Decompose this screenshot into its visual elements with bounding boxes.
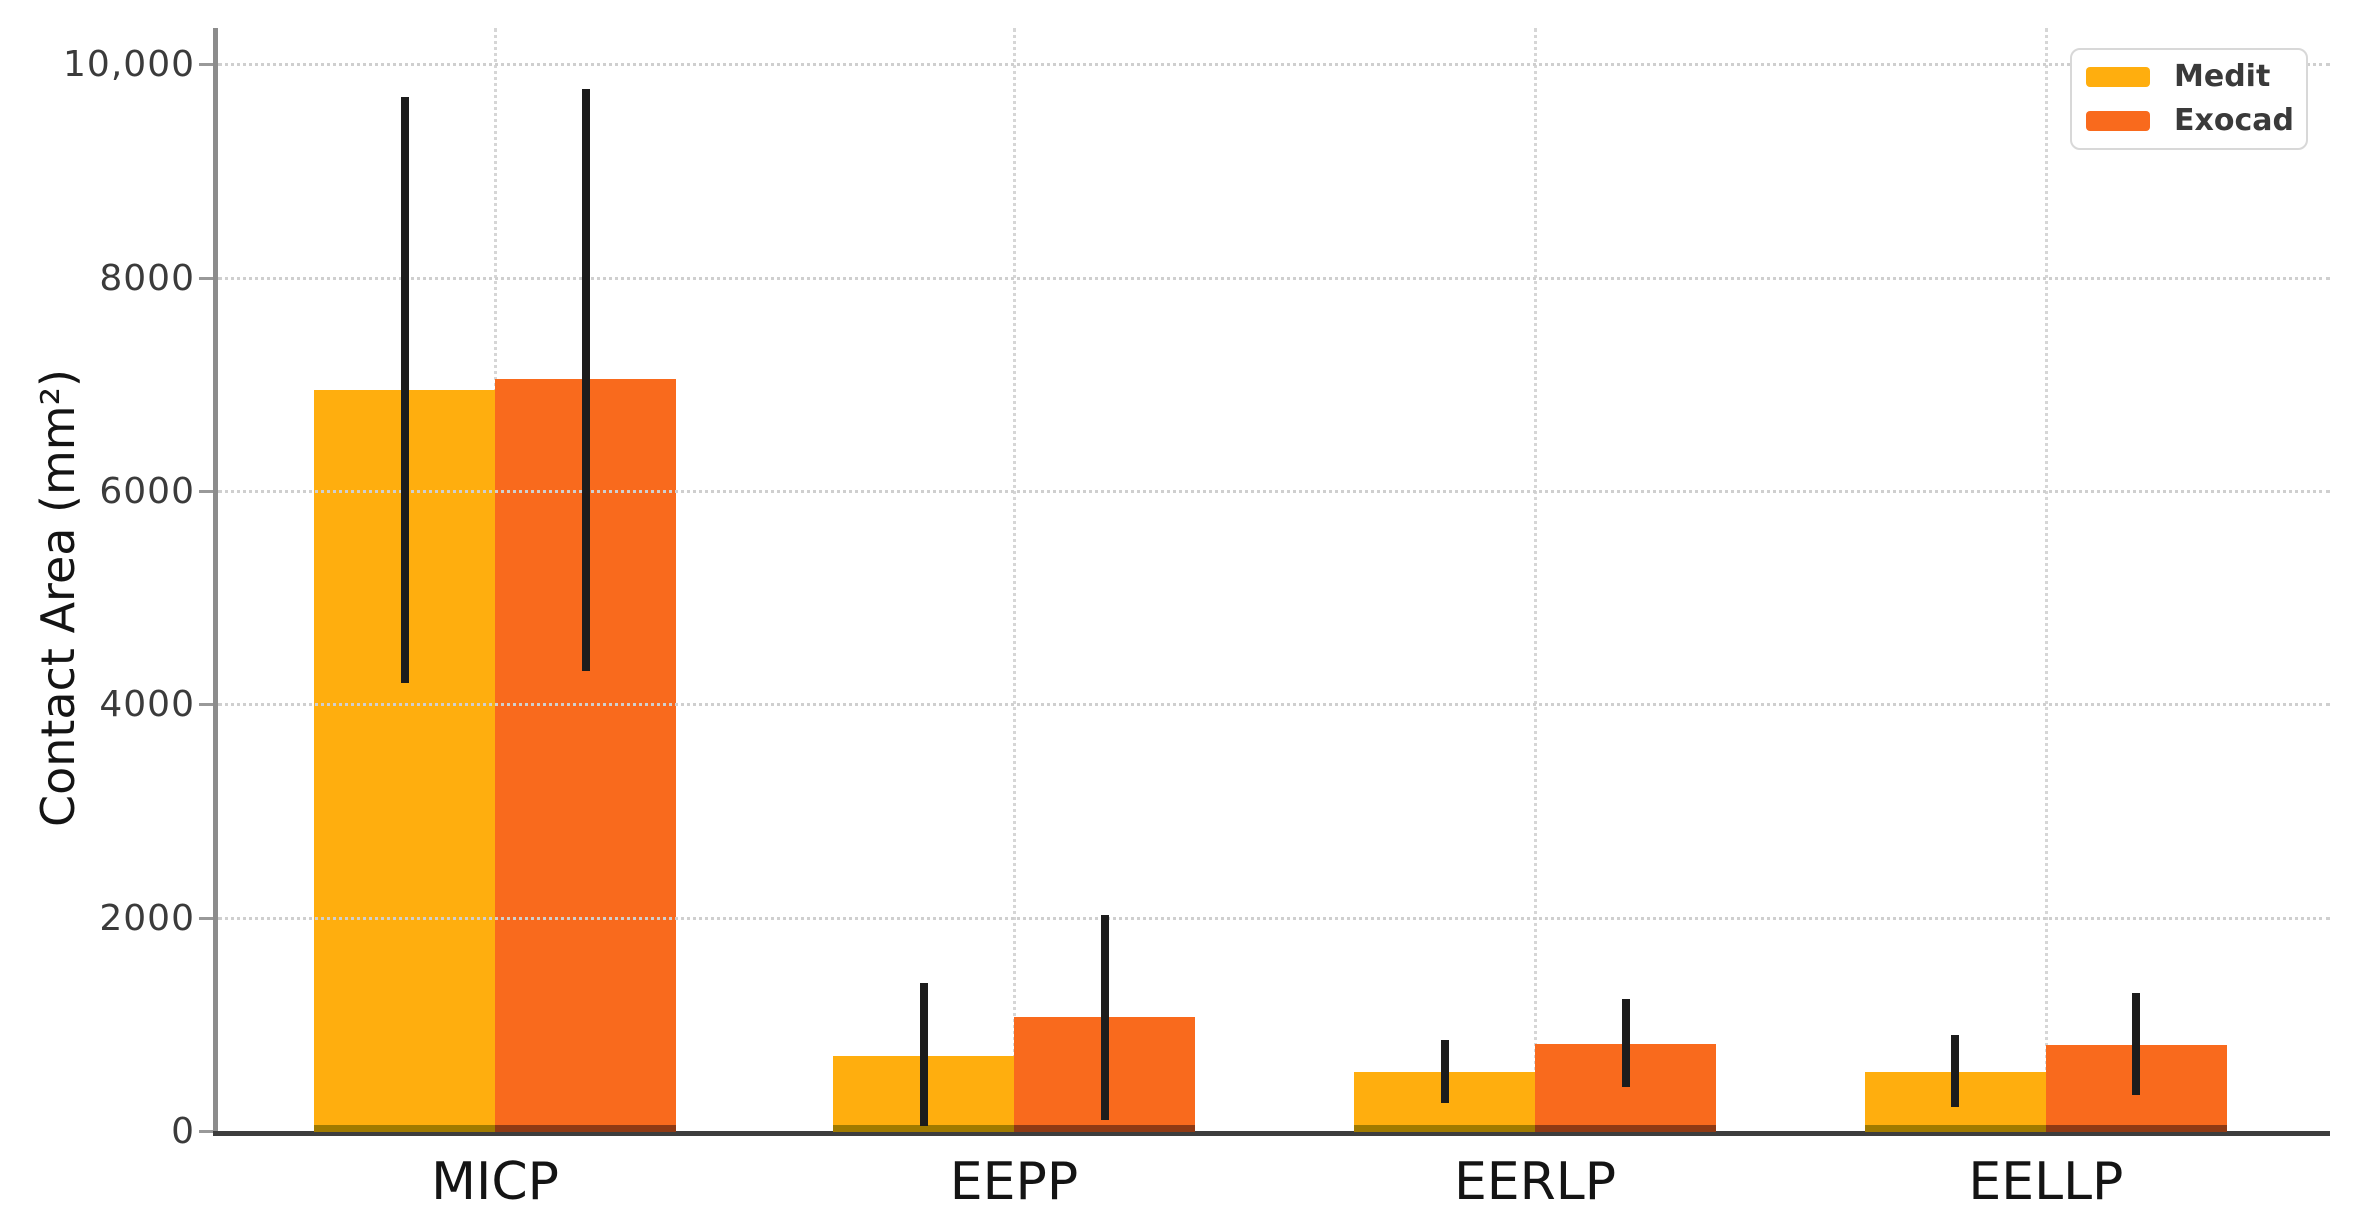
error-bar-medit-eepp <box>919 982 928 1126</box>
legend-swatch-medit <box>2086 67 2150 87</box>
y-axis-title: Contact Area (mm²) <box>31 368 85 828</box>
legend: Medit Exocad <box>2070 48 2308 150</box>
error-bar-exocad-micp <box>581 88 590 672</box>
horizontal-gridline-6000 <box>218 490 2330 493</box>
horizontal-gridline-10000 <box>218 63 2330 67</box>
horizontal-gridline-8000 <box>218 276 2330 280</box>
x-category-label-eellp: EELLP <box>1968 1152 2124 1212</box>
y-tick-mark-4000 <box>199 703 213 707</box>
y-tick-mark-10000 <box>199 63 213 67</box>
vertical-gridline-eepp <box>1013 28 1016 1132</box>
vertical-gridline-eerlp <box>1534 28 1538 1132</box>
horizontal-gridline-4000 <box>218 703 2330 707</box>
y-tick-label-6000: 6000 <box>99 471 195 512</box>
y-tick-mark-0 <box>199 1130 213 1133</box>
legend-item-medit: Medit <box>2086 60 2306 94</box>
y-axis-spine <box>213 28 218 1132</box>
y-tick-mark-6000 <box>199 490 213 493</box>
y-tick-label-2000: 2000 <box>99 897 195 939</box>
vertical-gridline-eellp <box>2044 28 2048 1132</box>
legend-swatch-exocad <box>2086 111 2150 131</box>
y-tick-label-4000: 4000 <box>99 684 195 726</box>
y-tick-label-0: 0 <box>171 1111 195 1152</box>
error-bar-medit-eerlp <box>1440 1040 1449 1104</box>
x-category-label-eerlp: EERLP <box>1453 1152 1617 1212</box>
x-axis-spine <box>213 1131 2330 1136</box>
x-category-label-micp: MICP <box>431 1152 560 1212</box>
error-bar-exocad-eepp <box>1100 915 1109 1121</box>
y-tick-label-8000: 8000 <box>99 257 195 299</box>
plot-area <box>199 28 2330 1136</box>
legend-item-exocad: Exocad <box>2086 104 2306 138</box>
error-bar-medit-eellp <box>1951 1034 1960 1108</box>
y-tick-mark-8000 <box>199 276 213 280</box>
legend-label-medit: Medit <box>2174 59 2271 94</box>
x-category-label-eepp: EEPP <box>949 1152 1079 1212</box>
horizontal-gridline-2000 <box>218 916 2330 920</box>
error-bar-exocad-eellp <box>2132 993 2141 1095</box>
y-tick-mark-2000 <box>199 916 213 920</box>
error-bar-exocad-eerlp <box>1621 998 1630 1088</box>
legend-label-exocad: Exocad <box>2174 103 2294 138</box>
y-tick-label-10000: 10,000 <box>63 44 195 86</box>
error-bar-medit-micp <box>400 97 409 683</box>
